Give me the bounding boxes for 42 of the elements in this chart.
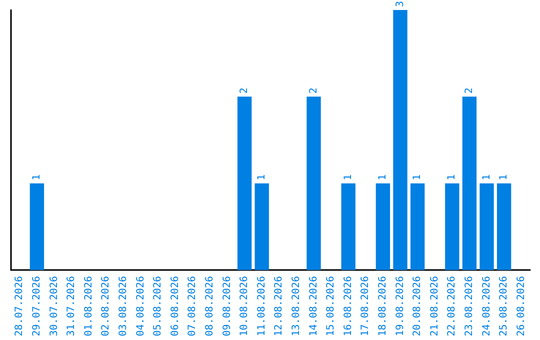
data-label: 2 <box>464 88 475 94</box>
x-tick-label: 03.08.2026 <box>118 276 129 336</box>
x-tick-label: 26.08.2026 <box>516 276 527 336</box>
x-tick-label: 31.07.2026 <box>66 276 78 336</box>
data-label: 1 <box>377 174 388 180</box>
x-tick-label: 25.08.2026 <box>498 276 510 336</box>
x-tick-label: 08.08.2026 <box>204 276 216 336</box>
x-tick-label: 30.07.2026 <box>48 276 60 336</box>
x-tick-label: 28.07.2026 <box>14 276 26 336</box>
data-label: 3 <box>394 0 406 7</box>
x-tick-label: 23.08.2026 <box>464 276 475 336</box>
data-label: 2 <box>239 88 250 94</box>
x-tick-label: 04.08.2026 <box>135 276 146 336</box>
data-label: 1 <box>498 174 510 180</box>
x-tick-label: 01.08.2026 <box>83 276 94 336</box>
x-tick-label: 05.08.2026 <box>152 276 164 336</box>
data-label: 1 <box>342 174 354 180</box>
x-tick-label: 24.08.2026 <box>481 276 492 336</box>
data-label: 2 <box>308 88 320 94</box>
x-tick-label: 07.08.2026 <box>187 276 198 336</box>
data-label: 1 <box>31 174 42 180</box>
data-label: 1 <box>256 174 268 180</box>
data-label: 1 <box>412 174 424 180</box>
x-tick-label: 10.08.2026 <box>239 276 250 336</box>
x-tick-label: 19.08.2026 <box>394 276 406 336</box>
data-label: 1 <box>446 174 458 180</box>
x-tick-label: 29.07.2026 <box>31 276 42 336</box>
data-label: 1 <box>481 174 492 180</box>
x-tick-label: 22.08.2026 <box>446 276 458 336</box>
x-tick-label: 13.08.2026 <box>290 276 302 336</box>
x-tick-label: 18.08.2026 <box>377 276 388 336</box>
x-tick-label: 11.08.2026 <box>256 276 268 336</box>
x-tick-label: 12.08.2026 <box>274 276 285 336</box>
x-tick-label: 20.08.2026 <box>412 276 424 336</box>
x-tick-label: 09.08.2026 <box>222 276 233 336</box>
x-tick-label: 21.08.2026 <box>429 276 440 336</box>
x-tick-label: 06.08.2026 <box>170 276 181 336</box>
x-tick-label: 15.08.2026 <box>326 276 337 336</box>
x-tick-label: 17.08.2026 <box>360 276 372 336</box>
x-tick-label: 16.08.2026 <box>342 276 354 336</box>
x-tick-label: 02.08.2026 <box>100 276 112 336</box>
x-tick-label: 14.08.2026 <box>308 276 320 336</box>
